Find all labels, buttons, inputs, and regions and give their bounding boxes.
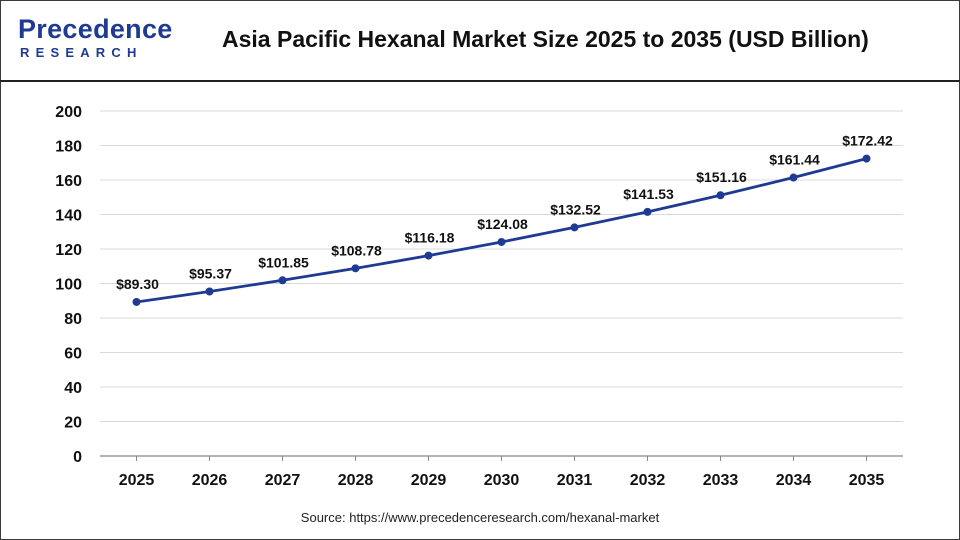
data-label: $116.18 <box>405 230 455 246</box>
brand-logo: Precedence RESEARCH <box>18 14 172 64</box>
data-point <box>497 237 506 246</box>
x-tick-label: 2025 <box>119 472 155 489</box>
data-label: $172.42 <box>842 133 893 149</box>
data-point <box>862 154 871 163</box>
data-label: $95.37 <box>189 265 232 281</box>
x-tick-label: 2026 <box>192 472 228 489</box>
source-note: Source: https://www.precedenceresearch.c… <box>300 510 660 525</box>
y-tick-label: 80 <box>64 311 82 328</box>
data-point <box>132 297 141 306</box>
y-tick-label: 120 <box>55 242 82 259</box>
y-tick-label: 0 <box>73 449 82 466</box>
x-tick-label: 2032 <box>630 472 666 489</box>
x-tick-label: 2030 <box>484 472 520 489</box>
y-tick-label: 100 <box>55 277 82 294</box>
y-tick-label: 160 <box>55 173 82 190</box>
data-label: $101.85 <box>258 254 309 270</box>
data-label: $151.16 <box>696 169 747 185</box>
x-tick-label: 2031 <box>557 472 593 489</box>
data-label: $89.30 <box>116 276 159 292</box>
logo-wordmark: Precedence <box>18 14 173 44</box>
x-tick-label: 2033 <box>703 472 739 489</box>
data-label: $132.52 <box>550 201 601 217</box>
y-tick-label: 40 <box>64 380 82 397</box>
x-tick-label: 2028 <box>338 472 374 489</box>
line-chart: 0 20 40 60 80 100 120 140 160 180 200 2025 2026 2027 2… <box>55 104 903 489</box>
y-tick-label: 200 <box>55 104 82 121</box>
x-tick-label: 2034 <box>776 472 812 489</box>
y-tick-label: 60 <box>64 346 82 363</box>
x-tick-label: 2035 <box>849 472 885 489</box>
data-label: $124.08 <box>477 216 528 232</box>
data-point <box>278 276 287 285</box>
data-label: $108.78 <box>331 242 382 258</box>
data-point <box>205 287 214 296</box>
x-tick-label: 2027 <box>265 472 301 489</box>
y-tick-label: 180 <box>55 139 82 156</box>
data-point <box>351 264 360 273</box>
data-point <box>716 191 725 200</box>
data-point <box>424 251 433 260</box>
data-point <box>570 223 579 232</box>
y-tick-label: 140 <box>55 208 82 225</box>
data-point <box>789 173 798 182</box>
chart-title: Asia Pacific Hexanal Market Size 2025 to… <box>222 26 869 52</box>
data-label: $161.44 <box>769 152 820 168</box>
data-label: $141.53 <box>623 186 674 202</box>
y-tick-label: 20 <box>64 415 82 432</box>
data-point <box>643 207 652 216</box>
logo-subtext: RESEARCH <box>20 45 143 60</box>
header: Precedence RESEARCH Asia Pacific Hexanal… <box>0 0 960 82</box>
x-tick-label: 2029 <box>411 472 447 489</box>
